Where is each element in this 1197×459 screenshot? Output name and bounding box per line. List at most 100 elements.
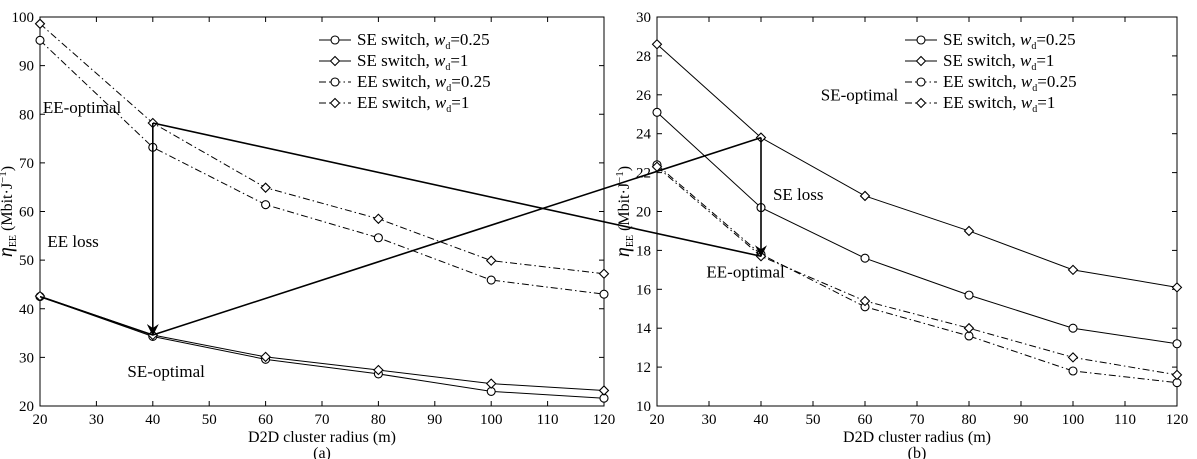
legend-label-value: =0.25 [1036, 30, 1075, 49]
y-tick-label: 14 [636, 321, 652, 337]
data-point [1067, 352, 1079, 363]
series-line [656, 164, 1178, 384]
x-tick-label: 30 [89, 412, 104, 428]
annotation-label: EE-optimal [706, 263, 785, 282]
data-point [599, 289, 609, 299]
x-tick-label: 120 [593, 412, 616, 428]
data-point [260, 182, 271, 193]
data-point [373, 213, 384, 225]
annotation-label: SE-optimal [821, 86, 899, 105]
x-tick-label: 80 [371, 412, 386, 428]
x-tick-label: 20 [650, 412, 665, 428]
legend-label-text: SE switch, [943, 51, 1020, 70]
legend-label-text: EE switch, [357, 93, 435, 112]
legend-label-value: =1 [1036, 51, 1054, 70]
data-point [1172, 339, 1182, 349]
legend-marker [916, 35, 926, 45]
y-tick-label: 50 [19, 253, 34, 269]
series-line [39, 39, 605, 295]
se-start-link [39, 295, 154, 336]
legend-label-text: SE switch, [357, 30, 434, 49]
legend-label-subscript: d [445, 41, 450, 52]
legend-marker [330, 77, 340, 87]
legend-label-text: EE switch, [357, 72, 435, 91]
y-tick-label: 40 [19, 302, 34, 318]
data-point [859, 295, 871, 307]
x-tick-label: 90 [427, 412, 442, 428]
legend-label-subscript: d [1031, 62, 1036, 73]
annotation-label: SE-optimal [127, 362, 205, 381]
legend-label-subscript: d [1032, 83, 1037, 94]
legend-label-variable: w [1020, 30, 1032, 49]
plot-frame [39, 16, 605, 407]
series-line [39, 23, 605, 275]
legend-label-value: =0.25 [1037, 72, 1076, 91]
x-axis-label: D2D cluster radius (m) [248, 429, 396, 446]
x-tick-label: 50 [202, 412, 217, 428]
legend-label-variable: w [1021, 93, 1033, 112]
y-axis-unit: (Mbit·J [0, 183, 16, 231]
data-point [1171, 282, 1183, 293]
x-tick-label: 90 [1014, 412, 1029, 428]
x-tick-label: 110 [1114, 412, 1136, 428]
x-axis-label: D2D cluster radius (m) [843, 429, 991, 446]
x-tick-label: 120 [1166, 412, 1189, 428]
annotation-label: SE loss [773, 185, 824, 204]
data-point [373, 364, 384, 376]
data-point [373, 233, 383, 243]
legend-label-subscript: d [445, 62, 450, 73]
y-tick-label: 16 [636, 282, 652, 298]
data-point [964, 290, 974, 300]
legend-label-text: EE switch, [943, 72, 1021, 91]
x-tick-label: 70 [910, 412, 925, 428]
legend-label-subscript: d [446, 83, 451, 94]
data-point [651, 38, 663, 50]
y-tick-label: 30 [19, 350, 34, 366]
y-axis-unit-close: ) [616, 166, 633, 171]
legend-label-variable: w [1021, 72, 1033, 91]
series-line [39, 296, 605, 399]
data-point [261, 200, 271, 210]
y-axis-label: ηEE (Mbit·J−1) [0, 166, 19, 257]
y-tick-label: 26 [636, 88, 652, 104]
legend-label-value: =0.25 [450, 30, 489, 49]
y-tick-label: 10 [636, 399, 651, 415]
cross-panel-arrows [39, 122, 767, 337]
annotation-label: EE loss [47, 232, 98, 251]
y-tick-label: 80 [19, 107, 34, 123]
legend-label: SE switch, wd=1 [357, 51, 468, 73]
x-tick-label: 50 [806, 412, 821, 428]
x-tick-label: 100 [1062, 412, 1085, 428]
legend-label-subscript: d [446, 104, 451, 115]
data-point [1068, 323, 1078, 333]
y-tick-label: 20 [636, 205, 651, 221]
legend-marker [329, 55, 341, 67]
annotation-label: EE-optimal [43, 98, 122, 117]
y-tick-label: 24 [636, 127, 652, 143]
x-tick-label: 110 [537, 412, 559, 428]
data-point [652, 107, 662, 117]
data-point [1068, 366, 1078, 376]
legend-label-variable: w [1020, 51, 1032, 70]
legend-label-variable: w [434, 51, 446, 70]
legend-label-text: SE switch, [943, 30, 1020, 49]
ee-optimal-link [152, 122, 762, 258]
data-point [963, 225, 975, 237]
y-axis-unit-exponent: −1 [614, 171, 626, 183]
data-point [598, 268, 610, 280]
x-tick-label: 30 [702, 412, 717, 428]
legend-marker [329, 97, 341, 109]
y-axis-subscript: EE [8, 235, 19, 247]
data-point [485, 378, 497, 389]
legend-label: EE switch, wd=1 [943, 93, 1055, 115]
legend-label-value: =0.25 [451, 72, 490, 91]
x-tick-label: 80 [962, 412, 977, 428]
data-point [860, 253, 870, 263]
y-axis-symbol: η [612, 247, 634, 257]
x-tick-label: 60 [858, 412, 873, 428]
series-line [656, 111, 1178, 345]
legend-label-variable: w [435, 93, 447, 112]
chart-panel-b: 20 30 40 50 60 70 80 90 100 110 120101214161820222… [612, 10, 1188, 459]
legend-label-variable: w [434, 30, 446, 49]
chart-panel-a: 20 30 40 50 60 70 80 90 100 110 120 20 30 40 50 60 70 80 9… [0, 10, 615, 459]
